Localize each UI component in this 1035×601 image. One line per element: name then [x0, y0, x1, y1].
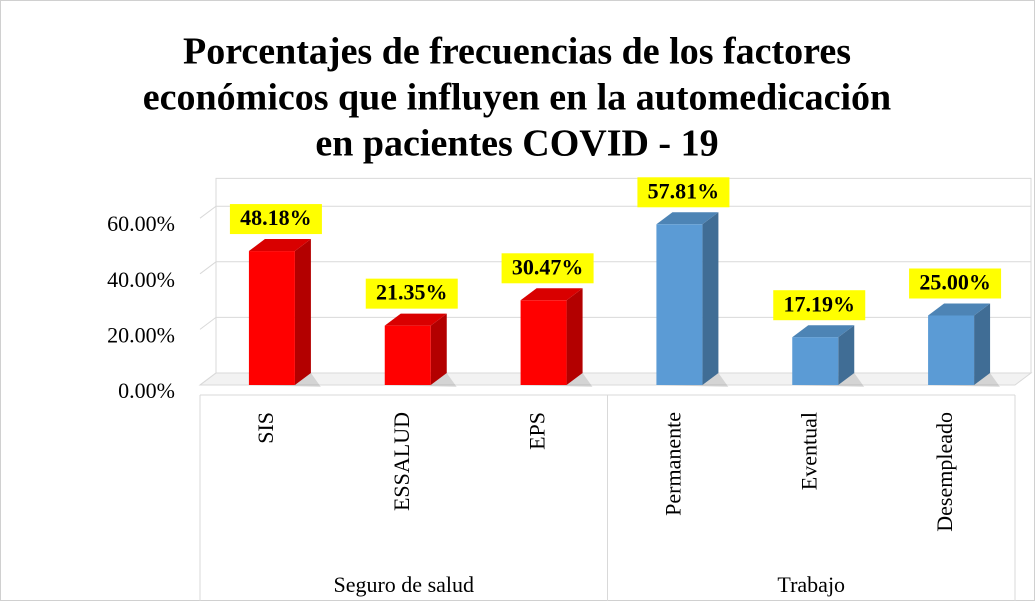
bar-side	[838, 325, 855, 385]
value-label: 21.35%	[376, 280, 448, 305]
chart-title: en pacientes COVID - 19	[315, 123, 718, 165]
bar-top	[792, 325, 855, 338]
group-label: Seguro de salud	[333, 572, 474, 597]
value-label-bg	[637, 177, 730, 208]
y-tick-label: 40.00%	[107, 267, 175, 292]
bar-front	[928, 315, 975, 385]
y-tick-label: 60.00%	[107, 211, 175, 236]
x-tick-label: Permanente	[660, 412, 685, 516]
floor	[198, 372, 1033, 386]
bar	[928, 303, 1001, 387]
bar-side	[974, 303, 991, 385]
chart-title: Porcentajes de frecuencias de los factor…	[183, 31, 851, 73]
value-label: 48.18%	[240, 205, 312, 230]
bar	[520, 288, 593, 387]
group-label: Trabajo	[777, 572, 845, 597]
bar	[248, 239, 321, 387]
grid-line	[199, 372, 1031, 386]
value-label-bg	[229, 204, 322, 235]
value-label: 25.00%	[919, 270, 991, 295]
bar-top	[656, 212, 719, 225]
bar-front	[656, 224, 703, 385]
x-tick-label: SIS	[253, 412, 278, 444]
value-label: 17.19%	[784, 291, 856, 316]
value-label-bg	[773, 290, 866, 321]
bar-top	[928, 303, 991, 316]
y-tick-label: 20.00%	[107, 322, 175, 347]
y-tick-label: 0.00%	[118, 378, 175, 403]
x-tick-label: Eventual	[796, 412, 821, 490]
bar-side	[702, 212, 719, 385]
x-tick-label: ESSALUD	[389, 412, 414, 511]
grid-line	[199, 205, 1031, 219]
value-label: 57.81%	[648, 178, 720, 203]
x-tick-label: EPS	[525, 412, 550, 450]
value-label-bg	[501, 253, 594, 284]
bar-top	[520, 288, 583, 301]
value-label-bg	[909, 268, 1002, 299]
value-label: 30.47%	[512, 254, 584, 279]
bar-front	[792, 337, 839, 385]
x-tick-label: Desempleado	[932, 412, 957, 532]
bar-top	[248, 239, 311, 252]
grid-line	[199, 316, 1031, 330]
bar	[792, 325, 865, 387]
bar-side	[430, 313, 447, 385]
grid-line	[199, 261, 1031, 275]
bar-side	[566, 288, 583, 385]
bar-top	[384, 313, 447, 326]
chart-title: económicos que influyen en la automedica…	[143, 77, 891, 119]
bar	[384, 313, 457, 387]
bar	[656, 212, 729, 387]
value-label-bg	[365, 278, 458, 309]
bar-front	[520, 300, 567, 385]
bar-side	[294, 239, 311, 385]
bar-front	[248, 251, 295, 385]
bar-front	[384, 325, 431, 385]
